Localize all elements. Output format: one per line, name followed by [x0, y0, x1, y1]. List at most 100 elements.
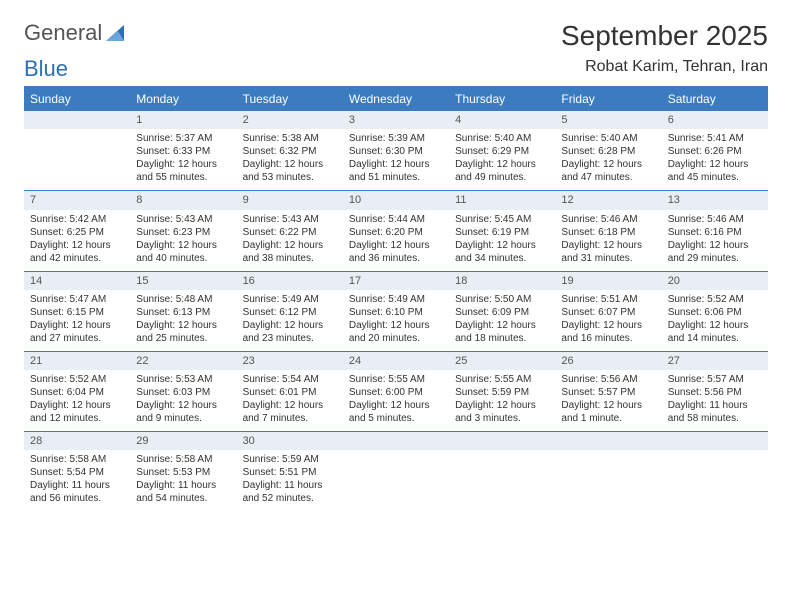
day-number-bar — [449, 431, 555, 450]
daylight-text: Daylight: 12 hours and 51 minutes. — [349, 158, 443, 184]
calendar-day-cell: 19Sunrise: 5:51 AMSunset: 6:07 PMDayligh… — [555, 271, 661, 351]
day-body — [555, 450, 661, 459]
sunset-text: Sunset: 6:16 PM — [668, 226, 762, 239]
sunrise-text: Sunrise: 5:56 AM — [561, 373, 655, 386]
calendar-day-cell: 24Sunrise: 5:55 AMSunset: 6:00 PMDayligh… — [343, 351, 449, 431]
sunrise-text: Sunrise: 5:52 AM — [30, 373, 124, 386]
day-number-bar: 15 — [130, 271, 236, 290]
daylight-text: Daylight: 12 hours and 45 minutes. — [668, 158, 762, 184]
day-number-bar: 11 — [449, 190, 555, 209]
sunset-text: Sunset: 6:10 PM — [349, 306, 443, 319]
calendar-day-cell: 9Sunrise: 5:43 AMSunset: 6:22 PMDaylight… — [237, 190, 343, 270]
calendar-day-cell: 10Sunrise: 5:44 AMSunset: 6:20 PMDayligh… — [343, 190, 449, 270]
calendar-day-cell: 20Sunrise: 5:52 AMSunset: 6:06 PMDayligh… — [662, 271, 768, 351]
day-body: Sunrise: 5:55 AMSunset: 5:59 PMDaylight:… — [449, 370, 555, 431]
page-subtitle: Robat Karim, Tehran, Iran — [561, 58, 768, 76]
sunrise-text: Sunrise: 5:44 AM — [349, 213, 443, 226]
calendar-day-cell: 6Sunrise: 5:41 AMSunset: 6:26 PMDaylight… — [662, 111, 768, 190]
day-number-bar: 21 — [24, 351, 130, 370]
calendar-day-cell — [662, 431, 768, 511]
day-number-bar: 7 — [24, 190, 130, 209]
sunset-text: Sunset: 6:06 PM — [668, 306, 762, 319]
day-body: Sunrise: 5:39 AMSunset: 6:30 PMDaylight:… — [343, 129, 449, 190]
calendar-day-cell: 25Sunrise: 5:55 AMSunset: 5:59 PMDayligh… — [449, 351, 555, 431]
calendar-day-cell: 18Sunrise: 5:50 AMSunset: 6:09 PMDayligh… — [449, 271, 555, 351]
calendar-day-cell: 23Sunrise: 5:54 AMSunset: 6:01 PMDayligh… — [237, 351, 343, 431]
day-number-bar: 30 — [237, 431, 343, 450]
day-body: Sunrise: 5:49 AMSunset: 6:10 PMDaylight:… — [343, 290, 449, 351]
sunset-text: Sunset: 5:51 PM — [243, 466, 337, 479]
day-number-bar: 5 — [555, 111, 661, 129]
day-number-bar: 29 — [130, 431, 236, 450]
sunrise-text: Sunrise: 5:47 AM — [30, 293, 124, 306]
daylight-text: Daylight: 12 hours and 23 minutes. — [243, 319, 337, 345]
sunset-text: Sunset: 6:18 PM — [561, 226, 655, 239]
sunset-text: Sunset: 6:07 PM — [561, 306, 655, 319]
daylight-text: Daylight: 12 hours and 38 minutes. — [243, 239, 337, 265]
sunrise-text: Sunrise: 5:58 AM — [30, 453, 124, 466]
sunrise-text: Sunrise: 5:57 AM — [668, 373, 762, 386]
day-number-bar: 23 — [237, 351, 343, 370]
daylight-text: Daylight: 12 hours and 27 minutes. — [30, 319, 124, 345]
calendar-week-row: 21 Sunrise: 5:52 AMSunset: 6:04 PM Dayligh… — [24, 351, 768, 431]
sunset-text: Sunset: 6:30 PM — [349, 145, 443, 158]
sunrise-text: Sunrise: 5:50 AM — [455, 293, 549, 306]
daylight-text: Daylight: 12 hours and 7 minutes. — [243, 399, 337, 425]
sunset-text: Sunset: 6:13 PM — [136, 306, 230, 319]
sunrise-text: Sunrise: 5:41 AM — [668, 132, 762, 145]
day-number-bar: 25 — [449, 351, 555, 370]
sunset-text: Sunset: 6:04 PM — [30, 386, 124, 399]
daylight-text: Daylight: 11 hours and 58 minutes. — [668, 399, 762, 425]
day-body: Sunrise: 5:50 AMSunset: 6:09 PMDaylight:… — [449, 290, 555, 351]
calendar-day-cell — [343, 431, 449, 511]
day-number-bar: 17 — [343, 271, 449, 290]
weekday-header: Saturday — [662, 87, 768, 111]
daylight-text: Daylight: 12 hours and 40 minutes. — [136, 239, 230, 265]
day-number-bar: 22 — [130, 351, 236, 370]
sunrise-text: Sunrise: 5:37 AM — [136, 132, 230, 145]
day-number-bar: 24 — [343, 351, 449, 370]
calendar-day-cell: 8Sunrise: 5:43 AMSunset: 6:23 PMDaylight… — [130, 190, 236, 270]
day-number-bar: 20 — [662, 271, 768, 290]
sunrise-text: Sunrise: 5:40 AM — [455, 132, 549, 145]
daylight-text: Daylight: 12 hours and 14 minutes. — [668, 319, 762, 345]
calendar-day-cell: 2Sunrise: 5:38 AMSunset: 6:32 PMDaylight… — [237, 111, 343, 190]
daylight-text: Daylight: 12 hours and 16 minutes. — [561, 319, 655, 345]
day-number-bar: 3 — [343, 111, 449, 129]
daylight-text: Daylight: 12 hours and 31 minutes. — [561, 239, 655, 265]
day-number-bar: 28 — [24, 431, 130, 450]
day-body — [662, 450, 768, 459]
sunset-text: Sunset: 6:20 PM — [349, 226, 443, 239]
daylight-text: Daylight: 12 hours and 36 minutes. — [349, 239, 443, 265]
calendar-day-cell: 28Sunrise: 5:58 AMSunset: 5:54 PMDayligh… — [24, 431, 130, 511]
calendar-week-row: 14Sunrise: 5:47 AMSunset: 6:15 PMDayligh… — [24, 271, 768, 351]
day-number-bar — [343, 431, 449, 450]
day-number-bar — [555, 431, 661, 450]
sunset-text: Sunset: 6:28 PM — [561, 145, 655, 158]
daylight-text: Daylight: 12 hours and 1 minute. — [561, 399, 655, 425]
sunset-text: Sunset: 6:25 PM — [30, 226, 124, 239]
day-body: Sunrise: 5:43 AMSunset: 6:23 PMDaylight:… — [130, 210, 236, 271]
day-body: Sunrise: 5:48 AMSunset: 6:13 PMDaylight:… — [130, 290, 236, 351]
daylight-text: Daylight: 12 hours and 5 minutes. — [349, 399, 443, 425]
sunset-text: Sunset: 5:59 PM — [455, 386, 549, 399]
sunrise-text: Sunrise: 5:39 AM — [349, 132, 443, 145]
daylight-text: Daylight: 12 hours and 25 minutes. — [136, 319, 230, 345]
sunrise-text: Sunrise: 5:53 AM — [136, 373, 230, 386]
sunset-text: Sunset: 6:29 PM — [455, 145, 549, 158]
weekday-header: Tuesday — [237, 87, 343, 111]
sunset-text: Sunset: 6:33 PM — [136, 145, 230, 158]
calendar-day-cell: 4Sunrise: 5:40 AMSunset: 6:29 PMDaylight… — [449, 111, 555, 190]
daylight-text: Daylight: 12 hours and 49 minutes. — [455, 158, 549, 184]
sunrise-text: Sunrise: 5:55 AM — [455, 373, 549, 386]
day-body: Sunrise: 5:37 AMSunset: 6:33 PMDaylight:… — [130, 129, 236, 190]
day-number-bar: 27 — [662, 351, 768, 370]
calendar-day-cell: 16Sunrise: 5:49 AMSunset: 6:12 PMDayligh… — [237, 271, 343, 351]
sunrise-text: Sunrise: 5:54 AM — [243, 373, 337, 386]
calendar-day-cell: 7Sunrise: 5:42 AMSunset: 6:25 PMDaylight… — [24, 190, 130, 270]
day-body: Sunrise: 5:46 AMSunset: 6:16 PMDaylight:… — [662, 210, 768, 271]
daylight-text: Daylight: 12 hours and 42 minutes. — [30, 239, 124, 265]
logo: General — [24, 20, 126, 46]
day-number-bar — [24, 111, 130, 129]
page-title: September 2025 — [561, 20, 768, 52]
